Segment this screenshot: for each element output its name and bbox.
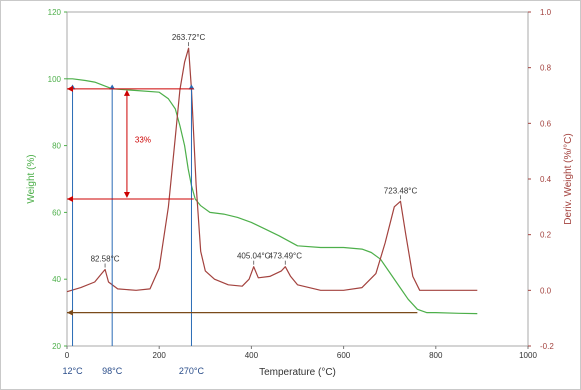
x-tick-label: 800 <box>429 351 443 360</box>
left-tick-label: 80 <box>52 142 61 151</box>
series-group <box>66 47 478 315</box>
right-tick-label: -0.2 <box>540 342 554 351</box>
residue-arrow <box>67 309 73 316</box>
peak-label: 723.48°C <box>384 186 418 195</box>
lower-guide-arrow <box>67 196 73 203</box>
left-tick-label: 120 <box>48 8 62 17</box>
x-axis-label: Temperature (°C) <box>259 367 336 378</box>
bottom-labels: 12°C 98°C 270°C <box>62 366 204 376</box>
x-tick-label: 600 <box>337 351 351 360</box>
temperature-marker-label: 98°C <box>102 366 123 376</box>
annotation-group <box>67 84 418 346</box>
right-tick-label: 0.2 <box>540 231 552 240</box>
right-tick-label: 0.0 <box>540 286 552 295</box>
x-tick-label: 0 <box>65 351 70 360</box>
weight-curve <box>67 78 478 315</box>
right-tick-label: 0.6 <box>540 119 552 128</box>
plot-area <box>66 11 529 347</box>
reference-arrowhead <box>188 84 195 90</box>
left-tick-label: 20 <box>52 342 61 351</box>
left-tick-label: 40 <box>52 275 61 284</box>
peak-label: 473.49°C <box>269 252 303 261</box>
peak-label: 263.72°C <box>172 33 206 42</box>
x-tick-label: 200 <box>153 351 167 360</box>
right-axis-label: Deriv. Weight (%/°C) <box>563 133 574 224</box>
upper-guide-arrow <box>67 85 73 92</box>
temperature-marker-label: 12°C <box>62 366 83 376</box>
right-tick-labels: -0.2 0.0 0.2 0.4 0.6 0.8 1.0 <box>528 8 554 351</box>
peak-label: 405.04°C <box>237 252 271 261</box>
right-tick-label: 1.0 <box>540 8 552 17</box>
x-tick-labels: 0 200 400 600 800 1000 <box>65 346 537 360</box>
mass-loss-arrowhead-top <box>123 89 130 96</box>
reference-arrowhead <box>109 84 116 90</box>
right-tick-label: 0.8 <box>540 64 552 73</box>
left-tick-label: 100 <box>48 75 62 84</box>
mass-loss-arrowhead-bottom <box>123 192 130 199</box>
x-tick-label: 1000 <box>519 351 537 360</box>
percent-annotation: 33% <box>135 135 151 144</box>
left-axis-label: Weight (%) <box>26 154 37 203</box>
peak-label: 82.58°C <box>91 254 120 263</box>
right-tick-label: 0.4 <box>540 175 552 184</box>
temperature-marker-label: 270°C <box>179 366 205 376</box>
left-tick-label: 60 <box>52 208 61 217</box>
left-tick-labels: 20 40 60 80 100 120 <box>48 8 67 351</box>
x-tick-label: 400 <box>245 351 259 360</box>
derivative-curve <box>66 47 478 293</box>
